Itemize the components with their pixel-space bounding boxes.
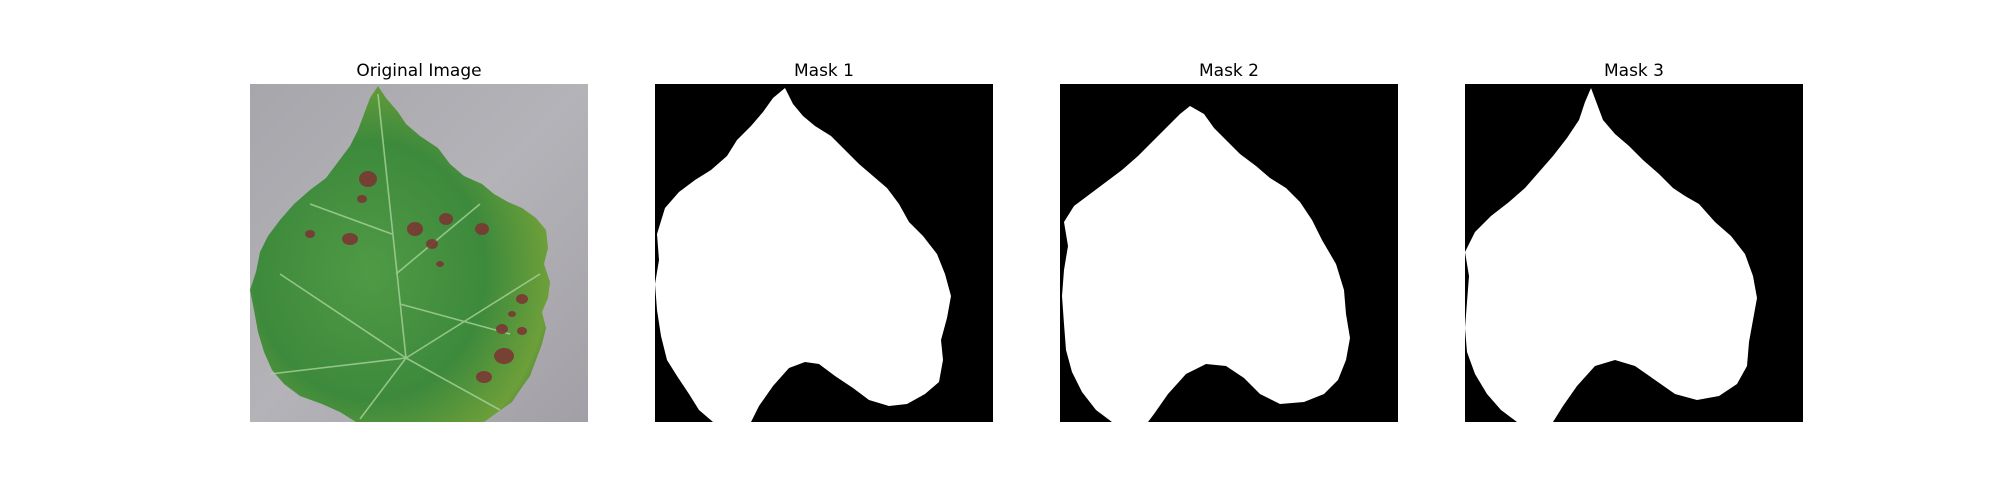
panel-title: Original Image	[356, 61, 482, 81]
panel-mask-2: Mask 2	[1060, 58, 1398, 422]
mask-shape	[1062, 106, 1350, 422]
mask-1-image	[655, 84, 993, 422]
panel-mask-1: Mask 1	[655, 58, 993, 422]
panel-title: Mask 3	[1603, 61, 1664, 81]
panel-title: Mask 1	[793, 61, 854, 81]
mask-shape	[1465, 88, 1757, 422]
original-leaf-image	[250, 84, 588, 422]
leaf-shape	[250, 86, 550, 422]
mask-3-image	[1465, 84, 1803, 422]
panel-original-image: Original Image	[250, 58, 588, 422]
panel-mask-3: Mask 3	[1465, 58, 1803, 422]
panel-title: Mask 2	[1198, 61, 1259, 81]
mask-2-image	[1060, 84, 1398, 422]
mask-shape	[655, 88, 951, 422]
